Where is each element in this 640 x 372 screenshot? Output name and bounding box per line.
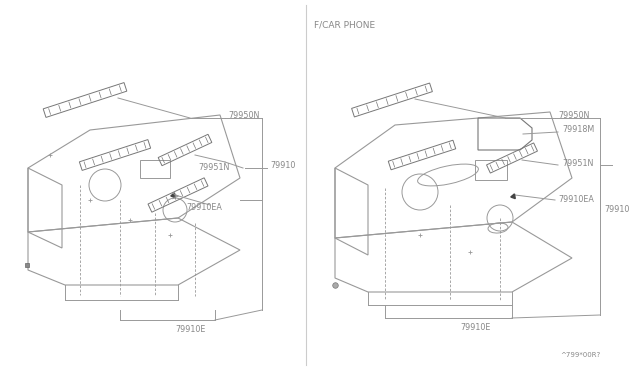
Text: 79910EA: 79910EA [558, 196, 594, 205]
Text: 79951N: 79951N [562, 158, 593, 167]
Text: 79951N: 79951N [198, 164, 229, 173]
Text: 79910EA: 79910EA [186, 202, 222, 212]
Text: 79918M: 79918M [562, 125, 595, 135]
Bar [140, 160, 170, 178]
Text: ^799*00R?: ^799*00R? [560, 352, 600, 358]
Bar [475, 160, 507, 180]
Text: 79910E: 79910E [175, 326, 205, 334]
Text: F/CAR PHONE: F/CAR PHONE [314, 20, 375, 29]
Text: 79910E: 79910E [460, 324, 490, 333]
Text: 79910: 79910 [270, 161, 296, 170]
Text: 79950N: 79950N [558, 112, 589, 121]
Text: 79950N: 79950N [228, 112, 259, 121]
Text: 79910: 79910 [604, 205, 629, 215]
